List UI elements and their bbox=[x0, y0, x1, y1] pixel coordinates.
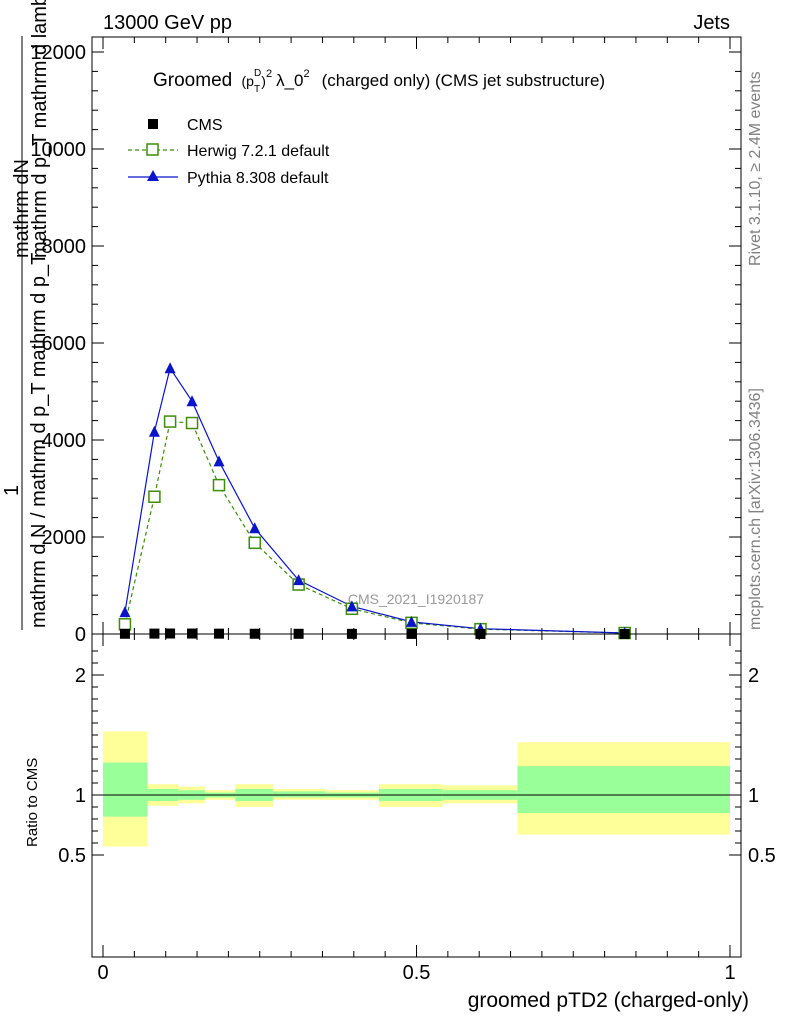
main-y-tick-label: 10000 bbox=[30, 139, 86, 161]
main-y-tick-label: 4000 bbox=[42, 430, 87, 452]
herwig-point bbox=[185, 416, 199, 430]
ylabel-top2: mathrm d p_T mathrm d lambda bbox=[29, 0, 51, 258]
title-exp: 2 bbox=[266, 68, 272, 80]
rivet-label: Rivet 3.1.10, ≥ 2.4M events bbox=[747, 71, 764, 266]
pythia-point bbox=[119, 606, 131, 618]
legend-marker-pythia bbox=[147, 170, 159, 181]
herwig-point bbox=[118, 618, 132, 631]
legend-marker-herwig bbox=[146, 143, 159, 156]
ratio-y-tick-label-right: 1 bbox=[748, 785, 759, 807]
main-y-tick-label: 8000 bbox=[42, 236, 87, 258]
main-x-ticks bbox=[102, 37, 731, 634]
legend-label-pythia: Pythia 8.308 default bbox=[187, 170, 329, 187]
title-lambda: λ_0 bbox=[276, 71, 303, 90]
x-axis-label: groomed pTD2 (charged-only) bbox=[468, 989, 749, 1012]
herwig-point bbox=[163, 415, 177, 428]
analysis-watermark: CMS_2021_I1920187 bbox=[348, 591, 484, 607]
x-tick-label: 0.5 bbox=[403, 962, 431, 984]
header-left: 13000 GeV pp bbox=[103, 12, 232, 34]
legend: CMS Herwig 7.2.1 default Pythia 8.308 de… bbox=[128, 117, 330, 187]
pythia-point bbox=[213, 455, 225, 467]
title-lamexp: 2 bbox=[304, 68, 310, 80]
ylabel-one: 1 bbox=[1, 485, 23, 496]
x-tick-label: 1 bbox=[724, 962, 735, 984]
mcplots-label: mcplots.cern.ch [arXiv:1306.3436] bbox=[747, 388, 764, 630]
main-y-ticks: 0 2000 4000 6000 8000 10000 12000 bbox=[30, 42, 741, 646]
pythia-point bbox=[293, 574, 305, 586]
title-pt: (p bbox=[241, 73, 254, 89]
title-pre: Groomed bbox=[153, 70, 232, 91]
ratio-band-green bbox=[272, 791, 325, 798]
ratio-y-label: Ratio to CMS bbox=[24, 758, 41, 847]
ratio-y-tick-label: 2 bbox=[75, 665, 86, 687]
legend-label-herwig: Herwig 7.2.1 default bbox=[187, 143, 330, 160]
pythia-point bbox=[405, 615, 417, 627]
pythia-point bbox=[164, 362, 176, 374]
herwig-point bbox=[148, 490, 161, 503]
ratio-y-tick-label: 0.5 bbox=[58, 845, 86, 867]
main-plot-panel: 0 2000 4000 6000 8000 10000 12000 CMS_2021_I19… bbox=[1, 0, 742, 646]
ratio-y-tick-label: 1 bbox=[75, 785, 86, 807]
ratio-bands bbox=[103, 731, 741, 847]
ratio-ticks: 0.5 0.5 1 1 2 2 0 0.5 1 bbox=[58, 634, 776, 984]
legend-marker-cms bbox=[148, 119, 158, 129]
main-y-axis-label: mathrm dN mathrm d p_T mathrm d lambda 1… bbox=[1, 0, 51, 630]
x-tick-label: 0 bbox=[97, 962, 108, 984]
herwig-point bbox=[212, 478, 226, 492]
main-y-tick-label: 0 bbox=[75, 624, 86, 646]
ratio-band-green bbox=[517, 766, 730, 813]
ratio-plot-panel: 0.5 0.5 1 1 2 2 0 0.5 1 Ratio to CMS groomed pTD… bbox=[24, 633, 776, 1012]
ylabel-bottom: mathrm d N / mathrm d p_T mathrm d p_T bbox=[28, 253, 50, 628]
main-y-tick-label: 2000 bbox=[42, 527, 87, 549]
ratio-band-green bbox=[103, 762, 148, 817]
legend-label-cms: CMS bbox=[187, 117, 223, 134]
main-y-tick-label: 6000 bbox=[42, 333, 87, 355]
title-sup: D bbox=[254, 68, 261, 79]
pythia-point bbox=[186, 395, 198, 407]
title-sub: T bbox=[254, 84, 260, 95]
main-y-tick-label: 12000 bbox=[30, 42, 86, 64]
title-post: (charged only) (CMS jet substructure) bbox=[322, 71, 605, 90]
pythia-point bbox=[148, 425, 160, 437]
ratio-y-tick-label-right: 2 bbox=[748, 665, 759, 687]
header-right: Jets bbox=[693, 12, 730, 34]
ratio-y-tick-label-right: 0.5 bbox=[748, 845, 776, 867]
herwig-point bbox=[248, 536, 261, 550]
title-close: ) bbox=[261, 73, 266, 89]
pythia-point bbox=[249, 522, 261, 534]
pythia-point bbox=[346, 600, 358, 612]
plot-title: Groomed (pTD)2 λ_02 (charged only) (CMS je… bbox=[153, 68, 605, 95]
